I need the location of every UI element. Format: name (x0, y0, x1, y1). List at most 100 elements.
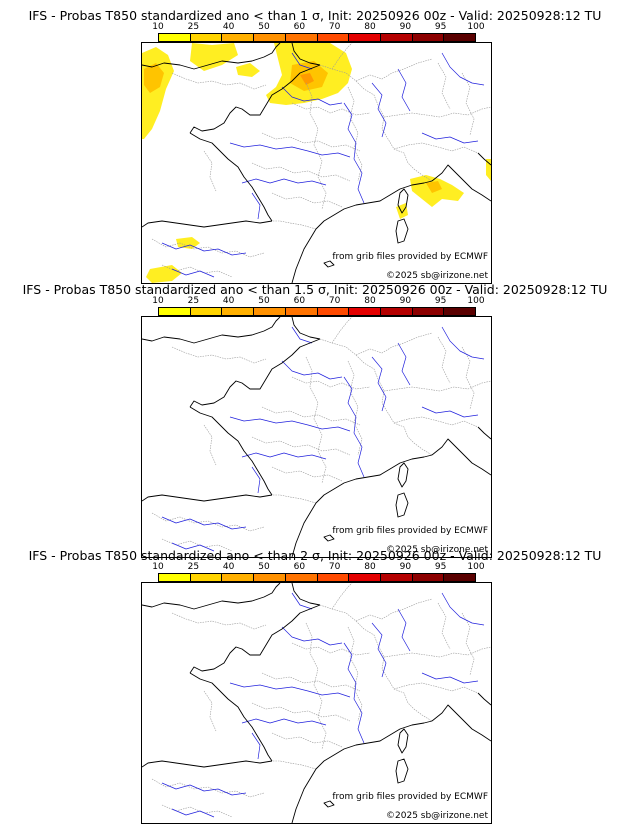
copyright: ©2025 sb@irizone.net (386, 811, 488, 821)
river-line (281, 86, 343, 106)
scale-swatch (285, 574, 318, 581)
scale-swatch (412, 308, 445, 315)
island-outline (397, 462, 409, 488)
rivers (161, 592, 485, 818)
river-line (397, 608, 411, 652)
scale-swatch (222, 34, 255, 41)
border-line (393, 416, 479, 428)
coast-line (291, 768, 317, 823)
scale-label: 80 (364, 22, 376, 32)
river-line (441, 592, 485, 626)
coast-line (142, 760, 273, 768)
probability-color-scale: 10 25 40 50 60 70 80 90 95 100 (152, 296, 485, 320)
border-line (171, 612, 267, 630)
island-outline (323, 260, 335, 268)
scale-swatch (285, 308, 318, 315)
panel-title: IFS - Probas T850 standardized ano < tha… (28, 8, 602, 23)
admin-borders (151, 317, 491, 552)
scale-label: 90 (399, 296, 412, 306)
scale-label: 70 (328, 296, 341, 306)
scale-swatch (222, 574, 255, 581)
scale-swatch (349, 574, 381, 581)
scale-bar (158, 307, 476, 316)
scale-label: 25 (187, 22, 200, 32)
scale-label: 25 (187, 562, 200, 572)
coast-line (431, 438, 491, 476)
border-line (319, 338, 433, 456)
river-line (281, 360, 343, 380)
river-line (229, 142, 351, 158)
probability-areas (142, 43, 491, 283)
river-line (171, 268, 215, 278)
scale-swatch (444, 308, 476, 315)
probability-area (176, 237, 200, 249)
map-frame: from grib files provided by ECMWF ©2025 … (141, 42, 492, 284)
scale-swatch (317, 34, 350, 41)
border-line (355, 598, 433, 622)
border-line (251, 162, 351, 182)
scale-label: 60 (293, 562, 306, 572)
scale-swatch (317, 308, 350, 315)
border-line (151, 778, 265, 798)
scale-label: 40 (222, 22, 235, 32)
border-line (171, 72, 267, 90)
border-line (461, 346, 475, 410)
island-outline (397, 188, 409, 214)
scale-label: 100 (467, 296, 485, 306)
river-line (397, 342, 411, 386)
river-line (251, 732, 261, 760)
border-line (271, 466, 343, 482)
border-line (355, 58, 433, 82)
scale-label: 90 (399, 22, 412, 32)
border-line (271, 192, 343, 208)
river-line (291, 592, 313, 610)
scale-label: 70 (328, 562, 341, 572)
river-line (251, 466, 261, 494)
coast-line (291, 43, 321, 66)
scale-labels: 10 25 40 50 60 70 80 90 95 100 (152, 22, 484, 33)
coast-line (142, 317, 281, 344)
river-line (421, 406, 479, 418)
scale-label: 90 (399, 562, 412, 572)
probability-area (426, 181, 442, 193)
scale-swatch (254, 574, 286, 581)
scale-label: 95 (434, 296, 447, 306)
coast-line (189, 64, 321, 134)
river-line (343, 376, 365, 478)
admin-borders (151, 43, 491, 278)
coast-line (431, 704, 491, 742)
scale-label: 95 (434, 22, 447, 32)
coast-line (315, 720, 433, 770)
border-line (461, 72, 475, 136)
river-line (421, 672, 479, 684)
island-outline (397, 728, 409, 754)
france-map (142, 583, 491, 823)
coastlines (142, 317, 491, 557)
scale-swatch (380, 34, 413, 41)
border-line (203, 690, 217, 732)
scale-labels: 10 25 40 50 60 70 80 90 95 100 (152, 296, 484, 307)
river-line (241, 452, 327, 460)
island-outline (323, 800, 335, 808)
scale-label: 25 (187, 296, 200, 306)
river-line (371, 356, 387, 412)
river-line (171, 808, 215, 818)
scale-swatch (444, 34, 476, 41)
river-line (421, 132, 479, 144)
coast-line (291, 583, 321, 606)
data-credit: from grib files provided by ECMWF (332, 792, 488, 802)
scale-label: 10 (152, 296, 164, 306)
france-map (142, 43, 491, 283)
scale-label: 100 (467, 22, 485, 32)
copyright: ©2025 sb@irizone.net (386, 271, 488, 281)
coast-line (142, 494, 273, 502)
coast-line (142, 583, 281, 610)
border-line (355, 332, 433, 356)
river-line (241, 178, 327, 186)
scale-swatch (444, 574, 476, 581)
scale-swatch (412, 34, 445, 41)
river-line (229, 682, 351, 698)
river-line (229, 416, 351, 432)
border-line (291, 376, 371, 390)
coast-line (477, 152, 491, 166)
